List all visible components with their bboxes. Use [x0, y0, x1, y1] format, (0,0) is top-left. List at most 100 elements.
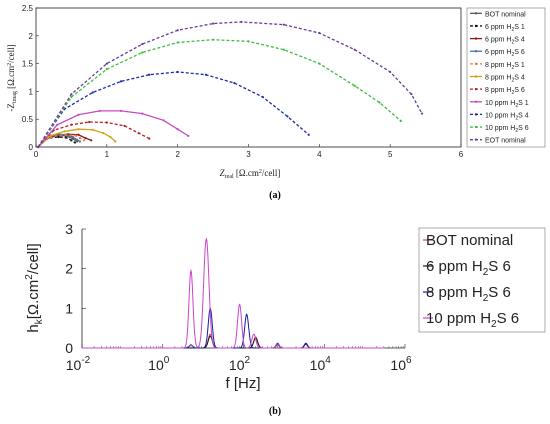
legend-marker	[474, 125, 478, 129]
data-point	[83, 139, 86, 142]
y-tick-label: 2	[29, 32, 34, 41]
legend-label-10-ppm-h2s-6: 10 ppm H2S 6	[426, 310, 519, 330]
data-point	[211, 22, 215, 25]
data-point	[141, 43, 144, 46]
data-point	[75, 140, 79, 143]
plot-a-series	[37, 20, 424, 149]
data-point	[282, 48, 286, 51]
data-point	[176, 29, 179, 32]
data-point	[109, 135, 112, 139]
x-tick-label: 106	[390, 355, 412, 373]
data-point	[77, 128, 80, 131]
legend-marker	[474, 37, 478, 40]
x-tick-label: 4	[317, 150, 322, 159]
legend-label-8-ppm-h2s-4: 8 ppm H2S 4	[485, 75, 525, 84]
series-bot-nominal	[82, 333, 385, 349]
series-line	[37, 39, 402, 148]
series-8-ppm-h2s-6	[82, 307, 385, 349]
y-tick-label: 0.5	[22, 115, 34, 124]
data-point	[114, 140, 117, 143]
data-point	[211, 38, 215, 41]
data-point	[37, 145, 40, 149]
data-point	[84, 137, 87, 140]
x-tick-label: 102	[229, 355, 251, 373]
legend-marker	[474, 75, 478, 78]
legend-marker	[474, 24, 478, 28]
data-point	[176, 128, 179, 131]
data-point	[389, 70, 392, 74]
plot-a-ylabel: -Zimag [Ω.cm2/cell]	[6, 44, 18, 111]
data-point	[98, 109, 101, 112]
data-point	[162, 119, 165, 122]
data-point	[141, 51, 144, 54]
legend-label-bot-nominal: BOT nominal	[485, 11, 526, 18]
data-point	[187, 134, 190, 137]
series-10-ppm-h2s-4	[37, 70, 310, 149]
data-point	[148, 137, 151, 140]
data-point	[286, 115, 289, 118]
data-point	[63, 130, 66, 133]
plot-b-ylabel: hk[Ω.cm2/cell]	[24, 243, 45, 332]
data-point	[378, 101, 381, 104]
plot-b-ticks: 10-2 100 102 104 106 0 1 2 3	[65, 221, 412, 373]
y-tick-label: 1	[29, 87, 34, 96]
data-point	[77, 113, 80, 116]
data-point	[240, 20, 243, 23]
legend-label-10-ppm-h2s-6: 10 ppm H2S 6	[485, 125, 529, 134]
x-tick-label: 3	[246, 150, 251, 159]
data-point	[73, 134, 77, 137]
legend-label-bot-nominal: BOT nominal	[426, 232, 513, 249]
plot-a-frame	[35, 7, 462, 148]
data-point	[119, 109, 123, 112]
data-point	[105, 68, 108, 71]
y-tick-label: 0	[65, 340, 73, 356]
data-point	[56, 123, 59, 126]
plot-a-xlabel: Zreal [Ω.cm2/cell]	[220, 168, 281, 180]
legend-marker	[474, 100, 478, 103]
data-point	[420, 112, 424, 115]
data-point	[105, 121, 108, 124]
legend-label-10-ppm-h2s-4: 10 ppm H2S 4	[485, 112, 529, 121]
y-tick-label: 2.5	[22, 4, 34, 13]
data-point	[261, 95, 264, 99]
y-tick-label: 2	[65, 261, 73, 277]
data-point	[90, 139, 93, 142]
x-tick-label: 2	[175, 150, 180, 159]
plot-b-xlabel: f [Hz]	[225, 375, 260, 392]
legend-marker	[474, 113, 478, 116]
legend-label-6-ppm-h2s-4: 6 ppm H2S 4	[485, 37, 525, 46]
y-tick-label: 3	[65, 221, 73, 237]
data-point	[54, 134, 57, 137]
x-tick-label: 1	[105, 150, 110, 159]
legend-marker	[474, 50, 478, 53]
data-point	[73, 141, 77, 144]
series-10-ppm-h2s-1	[37, 109, 190, 149]
series-line	[37, 128, 116, 148]
legend-marker	[474, 138, 478, 141]
y-tick-label: 1.5	[22, 60, 34, 69]
data-point	[410, 93, 413, 96]
data-point	[247, 40, 250, 43]
data-point	[88, 120, 91, 124]
legend-label-8-ppm-h2s-1: 8 ppm H2S 1	[485, 62, 525, 71]
data-point	[176, 41, 179, 44]
x-tick-label: 10-2	[66, 355, 91, 373]
data-point	[70, 93, 73, 96]
data-point	[318, 31, 321, 35]
legend-label-10-ppm-h2s-1: 10 ppm H2S 1	[485, 100, 529, 109]
series-6-ppm-h2s-6	[82, 335, 385, 349]
plot-b-legend	[418, 227, 546, 333]
plot-a-legend	[466, 7, 546, 148]
legend-label-eot-nominal: EOT nominal	[485, 138, 526, 145]
plot-b-series	[82, 237, 385, 349]
legend-label-6-ppm-h2s-1: 6 ppm H2S 1	[485, 24, 525, 33]
data-point	[64, 136, 67, 139]
legend-marker	[474, 12, 478, 15]
data-point	[91, 91, 94, 94]
legend-label-6-ppm-h2s-6: 6 ppm H2S 6	[485, 49, 525, 58]
drt-plot: 10-2 100 102 104 106 0 1 2 3 hk[Ω.cm2/cell] f [H…	[24, 221, 546, 417]
data-point	[307, 133, 310, 136]
y-tick-label: 1	[65, 300, 73, 316]
data-point	[77, 133, 80, 136]
legend-marker	[474, 87, 478, 91]
